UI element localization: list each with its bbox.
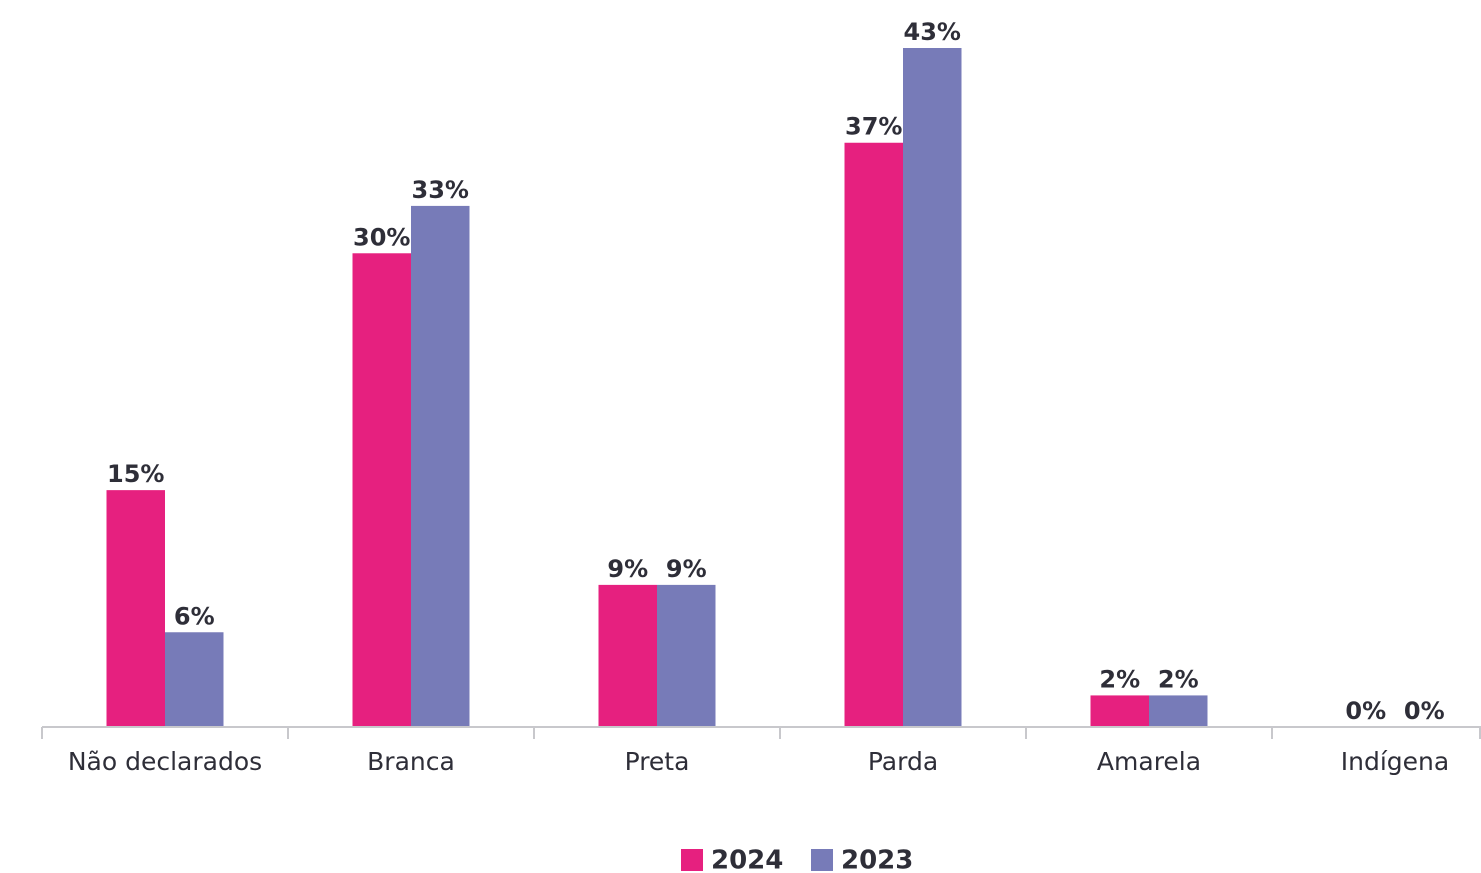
legend-swatch xyxy=(681,849,703,871)
x-tick-label: Preta xyxy=(625,747,690,776)
legend-label: 2024 xyxy=(711,846,783,873)
bar xyxy=(352,253,411,728)
value-label: 43% xyxy=(904,18,961,46)
value-label: 37% xyxy=(845,113,902,141)
bar xyxy=(1090,695,1149,727)
value-label: 33% xyxy=(412,176,469,204)
bar xyxy=(657,584,716,727)
x-tick-label: Amarela xyxy=(1097,747,1201,776)
legend-swatch xyxy=(811,849,833,871)
value-label: 6% xyxy=(174,602,215,630)
legend-label: 2023 xyxy=(841,846,913,873)
x-tick-label: Não declarados xyxy=(68,747,262,776)
value-label: 30% xyxy=(353,223,410,251)
value-label: 9% xyxy=(666,555,707,583)
value-label: 15% xyxy=(107,460,164,488)
bar xyxy=(844,142,903,727)
value-label: 2% xyxy=(1099,665,1140,693)
value-label: 9% xyxy=(607,555,648,583)
bar xyxy=(165,632,224,727)
value-label: 0% xyxy=(1404,697,1445,725)
bar xyxy=(903,48,962,727)
x-tick-label: Parda xyxy=(868,747,938,776)
x-tick-label: Indígena xyxy=(1341,747,1449,776)
value-label: 2% xyxy=(1158,665,1199,693)
bar xyxy=(598,584,657,727)
x-tick-label: Branca xyxy=(367,747,455,776)
bar xyxy=(1149,695,1208,727)
bar xyxy=(106,490,165,727)
bar xyxy=(411,205,470,727)
value-label: 0% xyxy=(1345,697,1386,725)
